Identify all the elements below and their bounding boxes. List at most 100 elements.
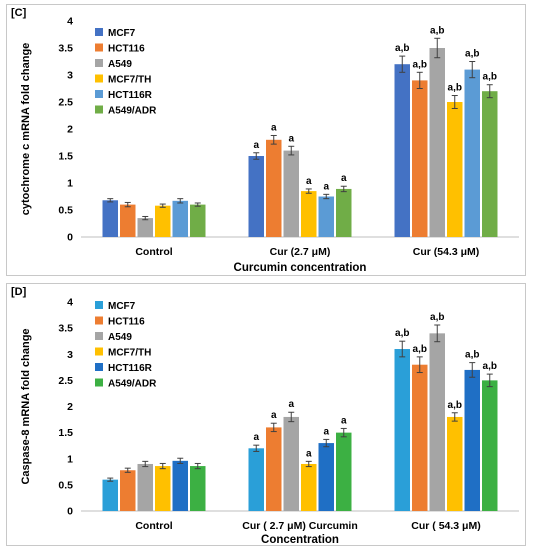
legend-label: MCF7	[108, 301, 136, 312]
chart-panel-d: 0 0.5 1 1.5 2 2.5 3 3.5 4 Caspase-8 mRNA fold cha…	[6, 283, 526, 546]
bar	[464, 69, 480, 237]
legend-label: A549	[108, 59, 132, 70]
legend-label: A549/ADR	[108, 379, 157, 390]
y-tick-label: 0.5	[58, 479, 73, 491]
x-tick-label: Cur ( 54.3 μM)	[411, 520, 480, 532]
legend-swatch	[95, 74, 103, 83]
legend-swatch	[95, 105, 103, 114]
y-tick-label: 2.5	[58, 375, 73, 387]
legend-label: MCF7/TH	[108, 348, 151, 359]
data-label: a	[288, 133, 294, 144]
x-axis-title: Curcumin concentration	[234, 262, 367, 274]
data-label: a,b	[483, 361, 497, 372]
y-tick-label: 1	[67, 178, 73, 190]
x-axis-title: Concentration	[261, 534, 339, 546]
y-tick-label: 4	[67, 16, 73, 28]
data-label: a	[306, 448, 312, 459]
bar	[464, 369, 480, 511]
bar	[190, 466, 206, 511]
data-label: a,b	[448, 83, 462, 94]
bar-chart: 0 0.5 1 1.5 2 2.5 3 3.5 4 cytochrome c mRNA fold …	[20, 16, 519, 274]
bar	[137, 218, 153, 237]
data-label: a	[323, 181, 329, 192]
bar	[482, 380, 498, 511]
data-label: a,b	[413, 59, 427, 70]
data-label: a,b	[465, 350, 479, 361]
bar	[336, 188, 352, 237]
y-axis-title: Caspase-8 mRNA fold change	[20, 328, 32, 484]
legend-swatch	[95, 332, 103, 340]
y-tick-label: 2	[67, 401, 73, 413]
data-label: a	[341, 173, 347, 184]
data-label: a	[288, 399, 294, 410]
data-label: a	[341, 415, 347, 426]
bar	[172, 200, 188, 237]
bar	[155, 205, 171, 237]
legend-swatch	[95, 378, 103, 387]
bar	[172, 460, 188, 511]
y-tick-label: 0	[67, 506, 73, 518]
bar-chart: 0 0.5 1 1.5 2 2.5 3 3.5 4 Caspase-8 mRNA fold cha…	[20, 297, 519, 546]
x-tick-label: Control	[135, 520, 172, 532]
bar	[412, 364, 428, 511]
data-label: a,b	[483, 72, 497, 83]
bar	[318, 443, 334, 511]
x-tick-label: Cur (2.7 μM)	[270, 246, 331, 258]
data-label: a,b	[395, 328, 409, 339]
y-tick-label: 3.5	[58, 43, 73, 55]
bar	[137, 463, 153, 511]
y-tick-label: 0	[67, 232, 73, 244]
y-tick-label: 1.5	[58, 427, 73, 439]
bar	[318, 196, 334, 237]
bar	[190, 204, 206, 237]
legend-label: HCT116R	[108, 363, 153, 374]
bar	[482, 91, 498, 237]
data-label: a	[253, 140, 259, 151]
bar	[266, 139, 282, 237]
panel-label: [C]	[11, 7, 27, 19]
y-tick-label: 2.5	[58, 97, 73, 109]
bar	[301, 191, 317, 237]
bar	[429, 333, 445, 511]
bar	[394, 349, 410, 511]
bar	[248, 156, 264, 237]
bar	[394, 64, 410, 237]
x-tick-label: Control	[135, 246, 172, 258]
legend-swatch	[95, 59, 103, 67]
chart-panel-c: 0 0.5 1 1.5 2 2.5 3 3.5 4 cytochrome c mRNA fold …	[6, 4, 526, 276]
legend-label: HCT116	[108, 317, 145, 328]
bar	[248, 448, 264, 511]
bar	[120, 470, 136, 511]
bar	[283, 150, 299, 237]
legend-label: A549/ADR	[108, 106, 157, 117]
bar	[120, 204, 136, 237]
y-tick-label: 3	[67, 70, 73, 82]
data-label: a	[306, 176, 312, 187]
bar	[266, 427, 282, 511]
bar	[429, 48, 445, 237]
y-tick-label: 1	[67, 453, 73, 465]
data-label: a,b	[430, 312, 444, 323]
bar	[102, 200, 118, 237]
y-axis-title: cytochrome c mRNA fold change	[20, 43, 32, 216]
legend-swatch	[95, 301, 103, 309]
legend-label: MCF7/TH	[108, 75, 151, 86]
y-tick-label: 3.5	[58, 323, 73, 335]
bar	[155, 466, 171, 511]
bar	[412, 80, 428, 238]
data-label: a,b	[430, 25, 444, 36]
data-label: a,b	[413, 344, 427, 355]
legend-label: HCT116	[108, 44, 145, 55]
bar	[447, 102, 463, 237]
y-tick-label: 2	[67, 124, 73, 136]
legend-label: HCT116R	[108, 90, 153, 101]
legend-swatch	[95, 90, 103, 98]
y-tick-label: 4	[67, 297, 73, 309]
data-label: a,b	[448, 400, 462, 411]
bar	[301, 463, 317, 511]
y-tick-label: 3	[67, 349, 73, 361]
panel-label: [D]	[11, 286, 27, 298]
data-label: a,b	[395, 43, 409, 54]
bar	[336, 432, 352, 511]
legend-label: A549	[108, 332, 132, 343]
